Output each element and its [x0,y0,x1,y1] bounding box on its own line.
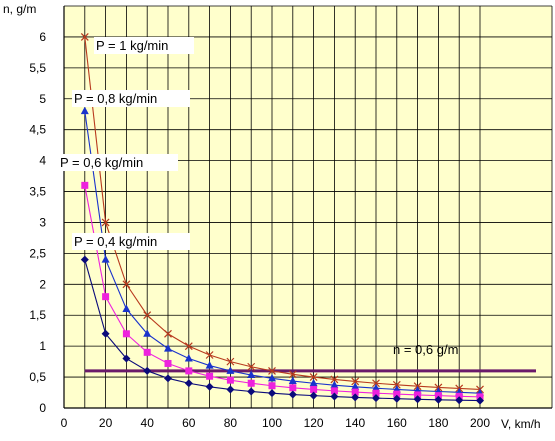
data-point [206,373,213,380]
y-tick-label: 3,5 [29,185,46,199]
y-tick-label: 1,5 [29,308,46,322]
data-point [248,380,255,387]
y-tick-label: 0,5 [29,370,46,384]
x-tick-label: 60 [182,416,196,430]
x-tick-label: 160 [387,416,407,430]
series-label: P = 0,4 kg/min [74,234,157,249]
series-label: P = 1 kg/min [96,38,168,53]
x-axis-ticks: 0 20 40 60 80 100 120 140 160 180 200 [61,416,491,430]
x-tick-label: 140 [345,416,365,430]
data-point [185,367,192,374]
x-tick-label: 200 [470,416,490,430]
data-point [144,349,151,356]
y-tick-label: 5,5 [29,61,46,75]
y-axis-label: n, g/m [3,2,36,16]
x-tick-label: 80 [224,416,238,430]
y-tick-label: 1 [39,339,46,353]
threshold-label: n = 0,6 g/m [393,342,458,357]
x-tick-label: 100 [262,416,282,430]
data-point [81,182,88,189]
series-label: P = 0,8 kg/min [74,91,157,106]
y-tick-label: 3 [39,215,46,229]
x-tick-label: 120 [304,416,324,430]
y-tick-label: 6 [39,30,46,44]
x-axis-label: V, km/h [501,417,541,431]
data-point [269,382,276,389]
y-tick-label: 5 [39,92,46,106]
y-tick-label: 2,5 [29,246,46,260]
y-tick-label: 0 [39,401,46,415]
y-axis-ticks: 0 0,5 1 1,5 2 2,5 3 3,5 4 4,5 5 5,5 6 [29,30,46,415]
series-label: P = 0,6 kg/min [60,155,143,170]
data-point [227,377,234,384]
plot-background [64,6,552,408]
data-point [102,293,109,300]
y-tick-label: 4 [39,154,46,168]
data-point [165,360,172,367]
y-tick-label: 2 [39,277,46,291]
x-tick-label: 0 [61,416,68,430]
x-tick-label: 40 [141,416,155,430]
data-point [123,330,130,337]
x-tick-label: 180 [428,416,448,430]
y-tick-label: 4,5 [29,123,46,137]
data-point [289,384,296,391]
x-tick-label: 20 [99,416,113,430]
